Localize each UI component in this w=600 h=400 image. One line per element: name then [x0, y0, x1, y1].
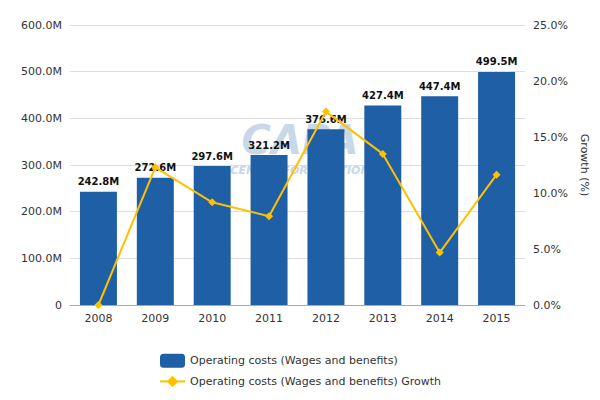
svg-text:0.0%: 0.0% — [533, 299, 561, 312]
svg-text:20.0%: 20.0% — [533, 75, 568, 88]
svg-text:500.0M: 500.0M — [21, 65, 62, 78]
svg-text:200.0M: 200.0M — [21, 205, 62, 218]
svg-text:25.0%: 25.0% — [533, 19, 568, 32]
svg-text:5.0%: 5.0% — [533, 243, 561, 256]
svg-text:400.0M: 400.0M — [21, 112, 62, 125]
svg-text:15.0%: 15.0% — [533, 131, 568, 144]
svg-text:2009: 2009 — [141, 312, 169, 325]
svg-text:0: 0 — [55, 299, 62, 312]
svg-text:100.0M: 100.0M — [21, 252, 62, 265]
svg-text:300.0M: 300.0M — [21, 159, 62, 172]
svg-text:427.4M: 427.4M — [362, 90, 404, 101]
svg-text:Operating costs (Wages and ben: Operating costs (Wages and benefits) Gro… — [190, 375, 441, 388]
svg-text:2015: 2015 — [483, 312, 511, 325]
svg-text:Growth (%): Growth (%) — [578, 134, 591, 196]
svg-text:2008: 2008 — [84, 312, 112, 325]
svg-text:2011: 2011 — [255, 312, 283, 325]
svg-text:2014: 2014 — [426, 312, 454, 325]
svg-text:2013: 2013 — [369, 312, 397, 325]
svg-text:2012: 2012 — [312, 312, 340, 325]
svg-text:297.6M: 297.6M — [191, 151, 233, 162]
svg-text:321.2M: 321.2M — [248, 140, 290, 151]
svg-text:272.6M: 272.6M — [135, 162, 177, 173]
svg-text:Operating costs (Wages and ben: Operating costs (Wages and benefits) — [190, 354, 398, 367]
svg-text:242.8M: 242.8M — [78, 176, 120, 187]
svg-text:376.6M: 376.6M — [305, 113, 347, 125]
svg-text:2010: 2010 — [198, 312, 226, 325]
svg-text:10.0%: 10.0% — [533, 187, 568, 200]
svg-text:600.0M: 600.0M — [21, 19, 62, 32]
svg-text:447.4M: 447.4M — [419, 81, 461, 92]
svg-text:499.5M: 499.5M — [476, 56, 518, 67]
